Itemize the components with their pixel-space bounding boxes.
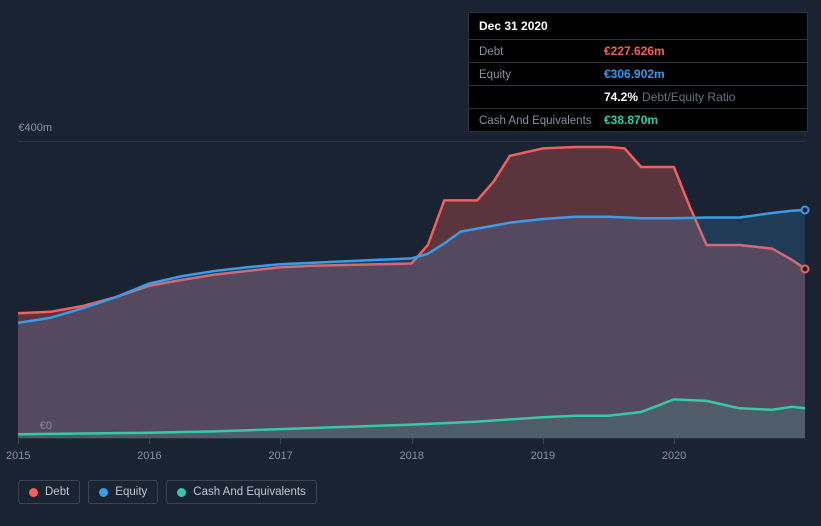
legend: Debt Equity Cash And Equivalents: [18, 480, 317, 504]
legend-dot-icon: [177, 488, 186, 497]
tooltip-row-debt: Debt €227.626m: [469, 39, 807, 62]
tooltip-card: Dec 31 2020 Debt €227.626m Equity €306.9…: [468, 12, 808, 132]
tooltip-row-equity: Equity €306.902m: [469, 62, 807, 85]
legend-item-cash[interactable]: Cash And Equivalents: [166, 480, 317, 504]
x-axis-label: 2019: [531, 450, 555, 462]
x-tick: [280, 438, 281, 444]
tooltip-label: Debt: [479, 46, 604, 58]
x-tick: [412, 438, 413, 444]
tooltip-label: Equity: [479, 69, 604, 81]
y-axis-label-400: €400m: [0, 122, 52, 134]
tooltip-label: Cash And Equivalents: [479, 115, 604, 127]
tooltip-ratio-pct: 74.2%: [604, 90, 638, 104]
tooltip-row-ratio: 74.2% Debt/Equity Ratio: [469, 85, 807, 108]
x-tick: [543, 438, 544, 444]
legend-dot-icon: [99, 488, 108, 497]
plot-svg: [18, 141, 805, 438]
tooltip-value: €306.902m: [604, 67, 665, 81]
legend-item-debt[interactable]: Debt: [18, 480, 80, 504]
x-tick: [149, 438, 150, 444]
x-tick: [674, 438, 675, 444]
tooltip-ratio-suffix: Debt/Equity Ratio: [642, 90, 735, 104]
x-tick: [18, 438, 19, 444]
legend-dot-icon: [29, 488, 38, 497]
financial-chart: €400m €0 201520162017201820192020 Dec 31…: [0, 0, 821, 526]
x-axis-label: 2020: [662, 450, 686, 462]
x-axis-label: 2015: [6, 450, 30, 462]
tooltip-row-cash: Cash And Equivalents €38.870m: [469, 108, 807, 131]
legend-label: Equity: [115, 486, 147, 498]
plot-area[interactable]: [18, 141, 805, 438]
tooltip-value: €38.870m: [604, 113, 658, 127]
x-axis-label: 2018: [400, 450, 424, 462]
tooltip-value: €227.626m: [604, 44, 665, 58]
legend-label: Cash And Equivalents: [193, 486, 306, 498]
x-axis-label: 2016: [137, 450, 161, 462]
x-axis-label: 2017: [268, 450, 292, 462]
tooltip-date: Dec 31 2020: [469, 13, 807, 39]
legend-item-equity[interactable]: Equity: [88, 480, 158, 504]
tooltip-value: 74.2% Debt/Equity Ratio: [604, 90, 735, 104]
end-marker-equity: [801, 206, 810, 215]
end-marker-debt: [801, 264, 810, 273]
legend-label: Debt: [45, 486, 69, 498]
